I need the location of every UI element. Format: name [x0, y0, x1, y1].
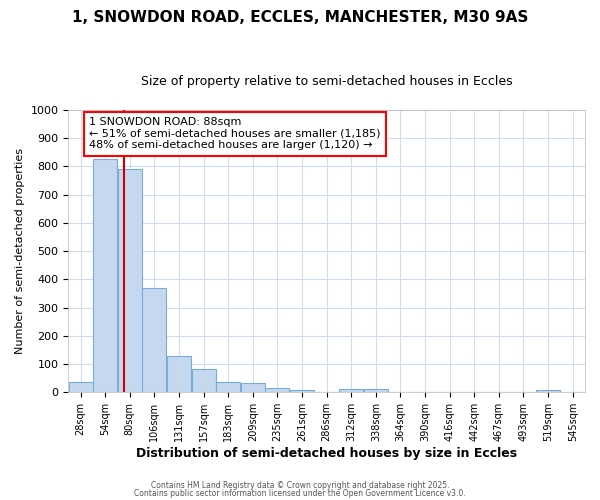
Bar: [241, 383, 265, 392]
Text: Contains public sector information licensed under the Open Government Licence v3: Contains public sector information licen…: [134, 488, 466, 498]
Bar: [290, 390, 314, 392]
Bar: [93, 158, 117, 392]
Bar: [265, 388, 289, 392]
Text: 1 SNOWDON ROAD: 88sqm
← 51% of semi-detached houses are smaller (1,185)
48% of s: 1 SNOWDON ROAD: 88sqm ← 51% of semi-deta…: [89, 117, 380, 150]
Bar: [167, 356, 191, 392]
Bar: [340, 389, 363, 392]
Title: Size of property relative to semi-detached houses in Eccles: Size of property relative to semi-detach…: [141, 75, 512, 88]
Bar: [118, 170, 142, 392]
Bar: [191, 369, 215, 392]
Bar: [142, 288, 166, 393]
Bar: [216, 382, 240, 392]
Bar: [364, 389, 388, 392]
Y-axis label: Number of semi-detached properties: Number of semi-detached properties: [15, 148, 25, 354]
Bar: [536, 390, 560, 392]
Text: Contains HM Land Registry data © Crown copyright and database right 2025.: Contains HM Land Registry data © Crown c…: [151, 481, 449, 490]
X-axis label: Distribution of semi-detached houses by size in Eccles: Distribution of semi-detached houses by …: [136, 447, 517, 460]
Bar: [68, 382, 92, 392]
Text: 1, SNOWDON ROAD, ECCLES, MANCHESTER, M30 9AS: 1, SNOWDON ROAD, ECCLES, MANCHESTER, M30…: [72, 10, 528, 25]
